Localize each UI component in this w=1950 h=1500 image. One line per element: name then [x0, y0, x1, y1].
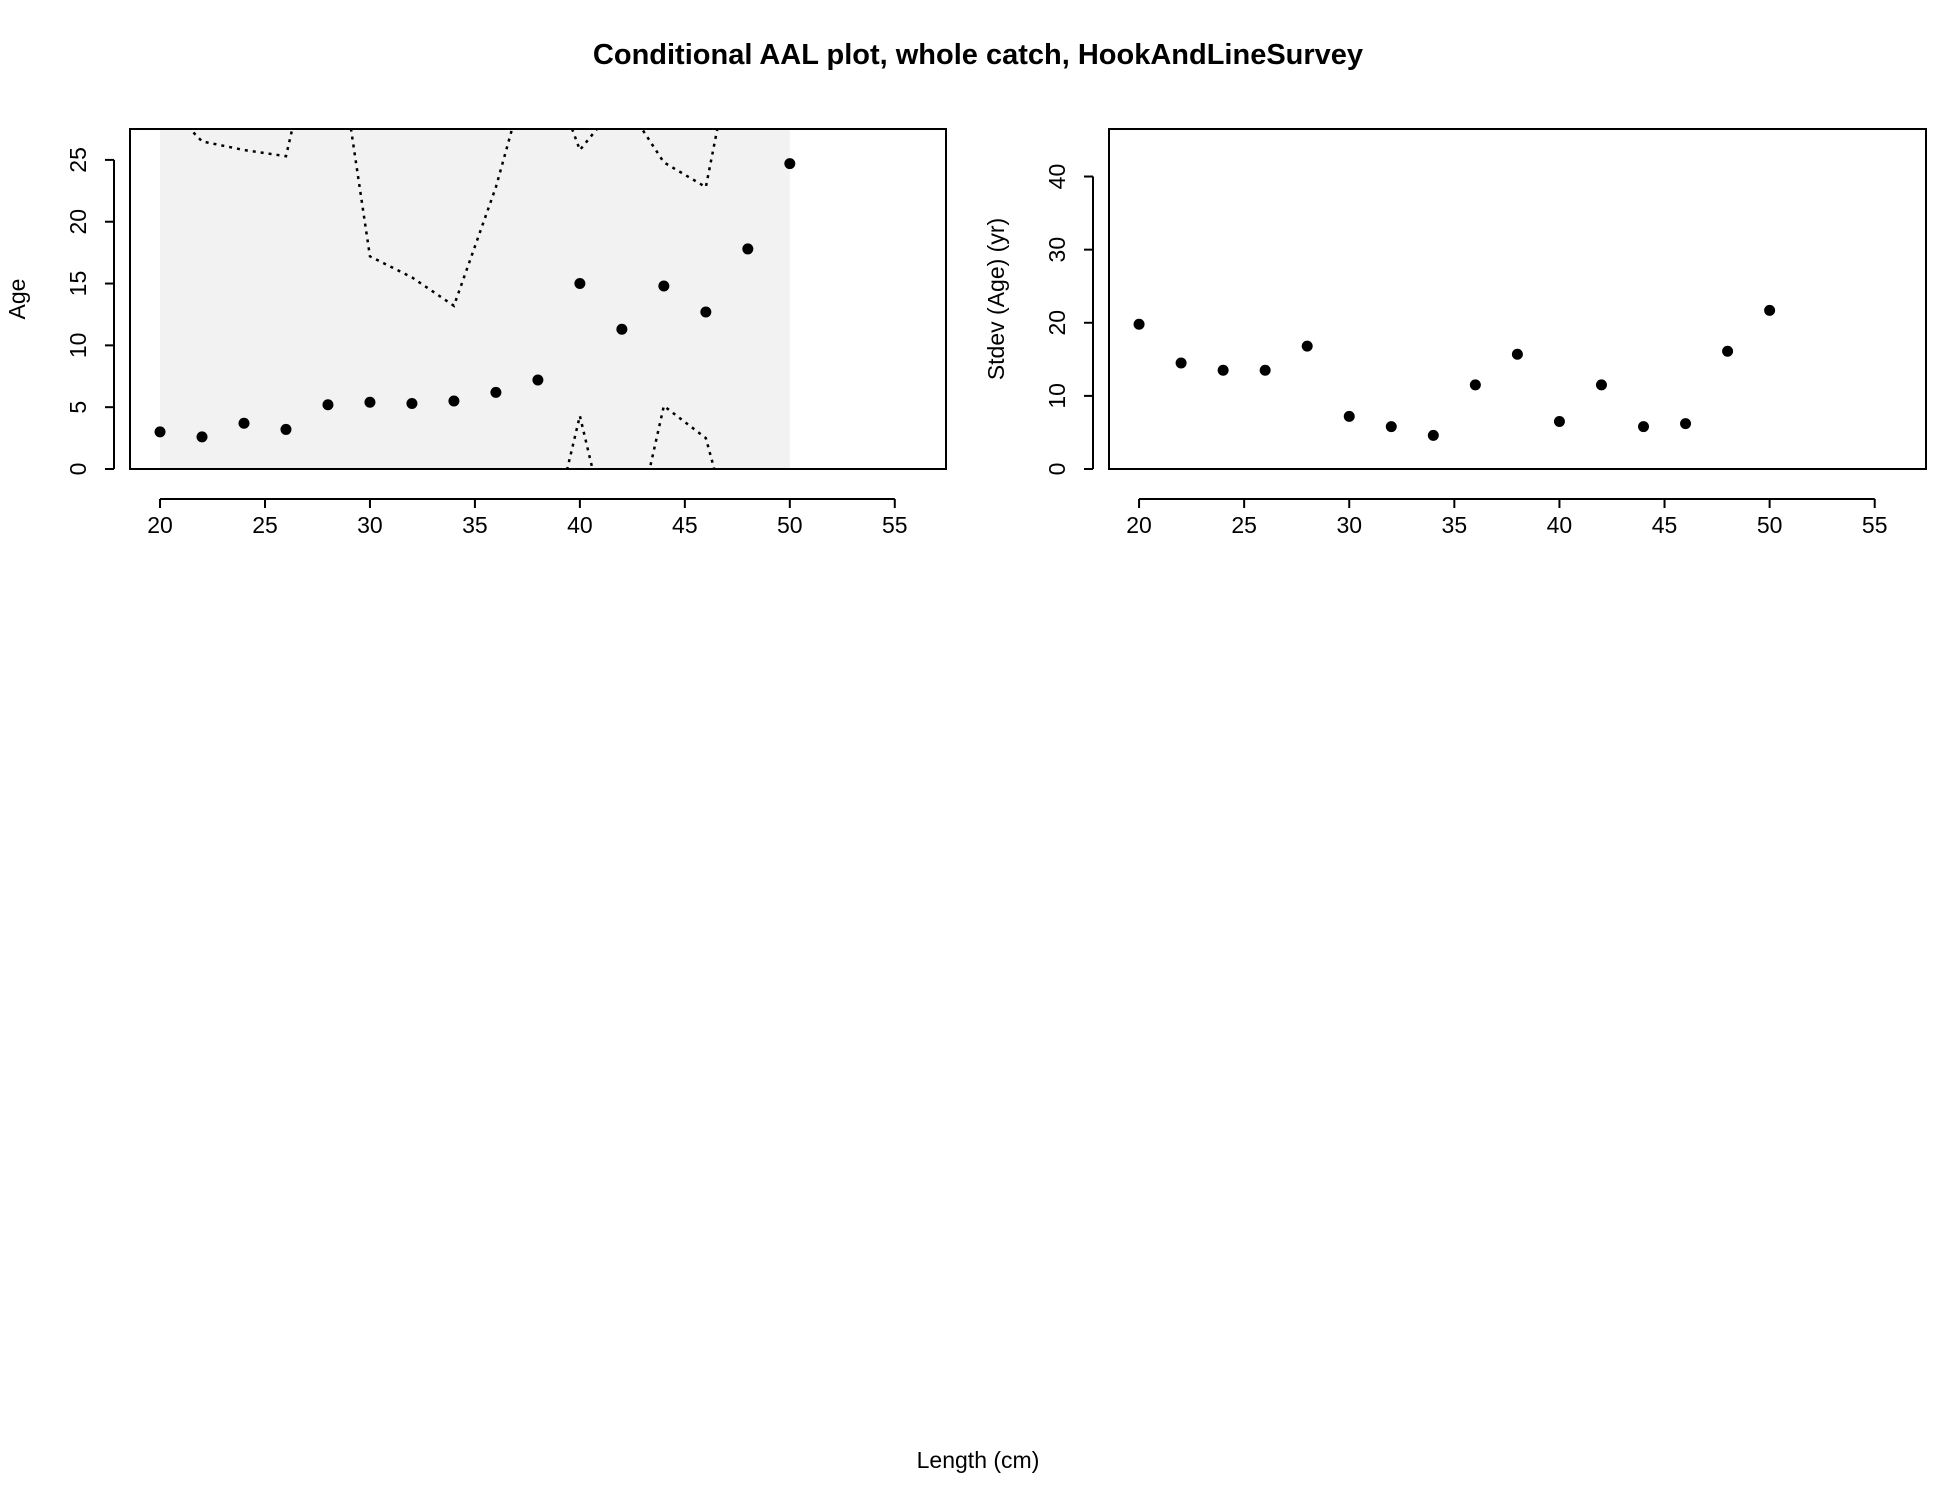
x-tick-label: 45 — [672, 512, 698, 538]
x-tick-label: 50 — [777, 512, 803, 538]
point — [154, 426, 166, 438]
x-tick-label: 55 — [882, 512, 908, 538]
y-tick-label: 5 — [65, 401, 91, 414]
point — [490, 386, 502, 398]
figure-title: Conditional AAL plot, whole catch, HookA… — [593, 39, 1363, 71]
plot-area — [1133, 304, 1776, 441]
plot-frame — [1108, 128, 1927, 470]
panel: 20 25 30 35 40 45 50 55 0 10 20 30 40 Stdev (Age) (yr… — [983, 128, 1927, 538]
point — [1217, 364, 1229, 376]
y-tick-label: 40 — [1044, 164, 1070, 190]
point — [1595, 379, 1607, 391]
point — [784, 158, 796, 170]
point — [1175, 357, 1187, 369]
x-tick-label: 20 — [1126, 512, 1152, 538]
point — [364, 396, 376, 408]
point — [532, 374, 544, 386]
panel: 20 25 30 35 40 45 50 55 0 5 10 15 20 25 Age — [4, 128, 947, 538]
y-tick-label: 25 — [65, 147, 91, 173]
y-axis-label: Age — [4, 279, 30, 320]
plot-area — [154, 129, 796, 469]
dotted-line — [188, 129, 719, 308]
x-tick-label: 35 — [462, 512, 488, 538]
point — [1259, 364, 1271, 376]
y-tick-label: 0 — [65, 463, 91, 476]
point — [406, 397, 418, 409]
point — [1133, 318, 1145, 330]
point — [1764, 304, 1776, 316]
point — [448, 395, 460, 407]
point — [280, 423, 292, 435]
x-tick-label: 25 — [1231, 512, 1257, 538]
x-tick-label: 25 — [252, 512, 278, 538]
point — [574, 278, 586, 290]
y-tick-label: 15 — [65, 271, 91, 297]
x-axis-label: Length (cm) — [917, 1447, 1040, 1473]
x-tick-label: 55 — [1862, 512, 1888, 538]
point — [1301, 340, 1313, 352]
shaded-range — [160, 129, 790, 469]
y-tick-label: 0 — [1044, 463, 1070, 476]
x-tick-label: 30 — [1336, 512, 1362, 538]
x-tick-label: 40 — [567, 512, 593, 538]
point — [322, 399, 334, 411]
point — [1469, 379, 1481, 391]
y-tick-label: 20 — [1044, 310, 1070, 336]
point — [1638, 421, 1650, 433]
x-tick-label: 45 — [1652, 512, 1678, 538]
point — [238, 417, 250, 429]
point — [616, 323, 628, 335]
point — [1343, 410, 1355, 422]
point — [1553, 415, 1565, 427]
point — [1427, 429, 1439, 441]
point — [742, 243, 754, 255]
point — [1511, 348, 1523, 360]
point — [1385, 421, 1397, 433]
point — [700, 306, 712, 318]
x-tick-label: 40 — [1547, 512, 1573, 538]
y-tick-label: 30 — [1044, 237, 1070, 263]
x-tick-label: 20 — [147, 512, 173, 538]
point — [196, 431, 208, 443]
plot-frame — [129, 128, 947, 470]
x-tick-label: 30 — [357, 512, 383, 538]
point — [1680, 418, 1692, 430]
y-tick-label: 10 — [1044, 383, 1070, 409]
x-tick-label: 50 — [1757, 512, 1783, 538]
y-tick-label: 10 — [65, 333, 91, 359]
y-axis-label: Stdev (Age) (yr) — [983, 218, 1009, 380]
y-tick-label: 20 — [65, 209, 91, 235]
point — [1722, 345, 1734, 357]
point — [658, 280, 670, 292]
x-tick-label: 35 — [1442, 512, 1468, 538]
